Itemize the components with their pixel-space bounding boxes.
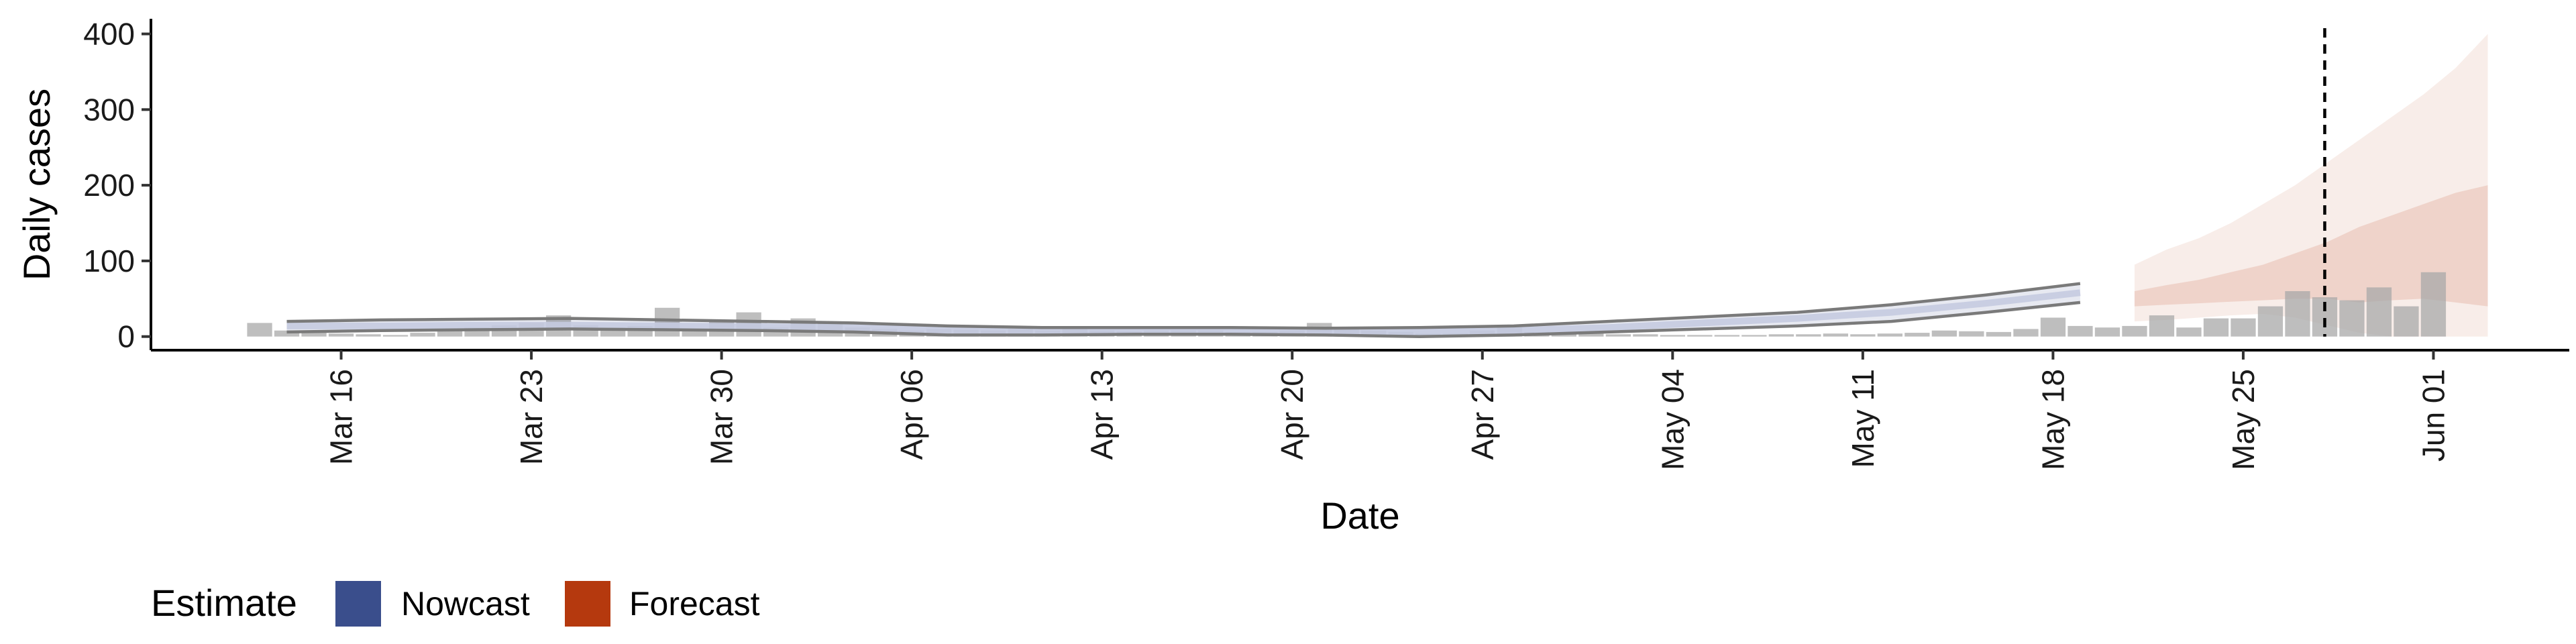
bar	[2176, 327, 2202, 337]
x-tick-label: Mar 23	[514, 369, 549, 465]
bar	[1904, 333, 1930, 337]
bar	[2285, 291, 2310, 337]
y-tick-label: 400	[83, 17, 135, 52]
legend-key-forecast	[565, 581, 610, 627]
y-axis-title: Daily cases	[15, 89, 58, 280]
bar	[2068, 325, 2093, 337]
bar	[328, 333, 354, 337]
bar	[1633, 334, 1658, 337]
x-tick-label: Mar 30	[704, 369, 739, 465]
bar	[1931, 330, 1957, 337]
nowcast-median-line	[286, 289, 2081, 335]
forecast-outer-band	[2134, 34, 2488, 337]
legend-title: Estimate	[151, 582, 297, 624]
bar	[2420, 272, 2447, 337]
bar	[1578, 333, 1604, 337]
y-tick-label: 200	[83, 168, 135, 203]
bar	[2203, 318, 2229, 337]
bar	[2231, 318, 2256, 337]
y-tick-label: 300	[83, 92, 135, 127]
x-tick-label: Jun 01	[2416, 369, 2451, 462]
x-tick-label: Apr 13	[1085, 369, 1120, 460]
bar	[1877, 333, 1902, 337]
legend-key-nowcast	[335, 581, 381, 627]
legend-label-nowcast: Nowcast	[401, 585, 530, 623]
bar	[301, 331, 327, 337]
bar	[2094, 327, 2121, 337]
nowcast-upper-line	[286, 282, 2081, 330]
x-tick-label: Mar 16	[324, 369, 359, 465]
x-axis-title: Date	[1320, 494, 1399, 537]
bar	[1714, 335, 1739, 337]
y-tick-label: 100	[83, 244, 135, 278]
bar	[1850, 334, 1876, 337]
x-tick-label: Apr 27	[1465, 369, 1500, 460]
bar	[382, 335, 409, 337]
forecast-inner-band	[2134, 185, 2488, 307]
bar	[2122, 325, 2147, 337]
x-tick-label: May 11	[1845, 369, 1880, 468]
bar	[1687, 335, 1713, 337]
bar	[2366, 287, 2392, 337]
legend: Estimate Nowcast Forecast	[151, 581, 760, 627]
bar	[2394, 306, 2419, 337]
bar	[1741, 335, 1767, 337]
bar	[1605, 334, 1631, 337]
bar	[1823, 333, 1848, 337]
bar	[1660, 335, 1685, 337]
x-tick-label: May 25	[2226, 369, 2261, 470]
bar	[1986, 331, 2011, 337]
bar	[2339, 300, 2365, 337]
x-tick-label: Apr 06	[894, 369, 929, 460]
bar	[274, 330, 300, 337]
bar	[247, 323, 272, 337]
bar	[655, 307, 680, 337]
legend-label-forecast: Forecast	[629, 585, 760, 623]
x-tick-label: May 04	[1655, 369, 1690, 470]
bar	[437, 330, 463, 337]
bar	[410, 333, 435, 337]
axes: 0 100 200 300 400 Mar 16 Mar 23 Mar 30 Apr 06 Apr…	[83, 17, 2569, 470]
bar	[2013, 329, 2039, 337]
bar	[1796, 334, 1821, 337]
bar	[2257, 306, 2284, 337]
bar	[356, 334, 381, 337]
bar	[2149, 315, 2175, 337]
bar	[2040, 317, 2066, 337]
x-tick-label: May 18	[2035, 369, 2070, 470]
y-tick-label: 0	[117, 319, 135, 354]
bar	[682, 329, 707, 337]
bar	[1959, 331, 1984, 337]
plot-area	[247, 28, 2488, 338]
bar	[1768, 334, 1794, 337]
nowcast-lower-line	[286, 301, 2081, 338]
x-tick-label: Apr 20	[1275, 369, 1309, 460]
